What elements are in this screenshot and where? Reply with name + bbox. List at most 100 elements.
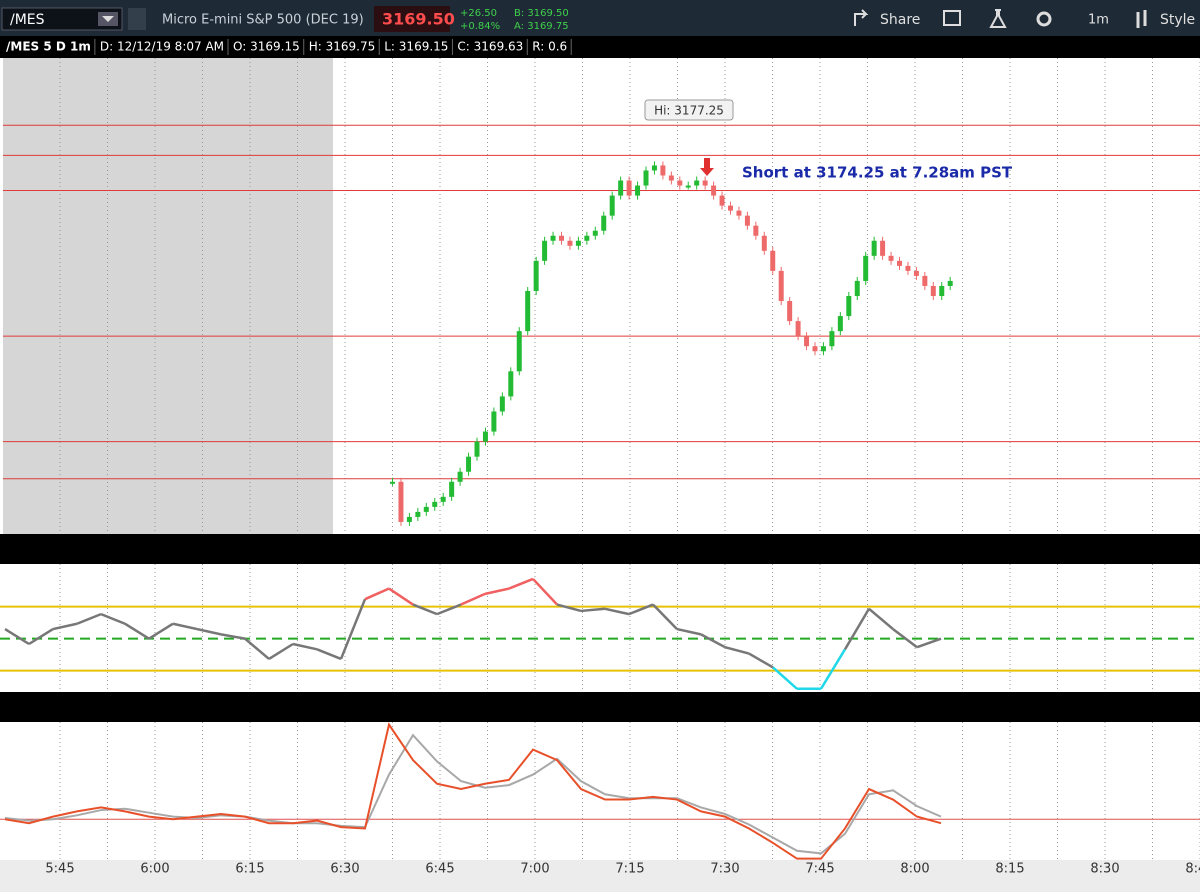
time-label: 5:45 xyxy=(45,862,74,877)
candle xyxy=(744,215,750,226)
oscillator-segment xyxy=(148,622,174,640)
short-arrow xyxy=(700,158,714,176)
candle xyxy=(761,235,767,251)
candle xyxy=(922,275,928,286)
oscillator-segment xyxy=(244,637,270,660)
info-item: L: 3169.15 xyxy=(384,40,448,54)
lab-button[interactable] xyxy=(989,9,1007,28)
candle xyxy=(753,225,759,236)
time-label: 8:30 xyxy=(1090,862,1119,877)
last-price: 3169.50 xyxy=(382,10,455,29)
candle xyxy=(432,501,438,507)
candle xyxy=(711,185,717,196)
interval-button[interactable]: 1m xyxy=(1088,13,1109,28)
candle xyxy=(880,240,886,256)
time-label: 7:30 xyxy=(710,862,739,877)
candle xyxy=(719,195,725,206)
oscillator-segment xyxy=(100,612,126,625)
settings-button[interactable] xyxy=(1036,11,1052,27)
oscillator-line xyxy=(4,722,942,860)
candle xyxy=(406,516,412,522)
candle xyxy=(837,316,843,332)
oscillator-segment xyxy=(628,603,654,616)
candle xyxy=(567,240,573,246)
candle xyxy=(812,346,818,352)
bid: B: 3169.50 xyxy=(514,8,569,19)
candle xyxy=(440,496,446,502)
time-label: 6:15 xyxy=(235,862,264,877)
oscillator-segment xyxy=(676,627,702,636)
share-button[interactable]: Share xyxy=(880,12,920,28)
oscillator-segment xyxy=(339,598,367,660)
oscillator-segment xyxy=(772,666,798,690)
candle xyxy=(466,456,472,472)
panel-separator xyxy=(0,534,1200,564)
trade-note: Short at 3174.25 at 7.28am PST xyxy=(742,164,1013,182)
premarket-shade xyxy=(3,58,333,534)
candle xyxy=(820,346,826,352)
candle xyxy=(897,260,902,266)
candle xyxy=(677,180,683,186)
candle xyxy=(846,296,852,317)
candle xyxy=(592,230,598,236)
oscillator-line xyxy=(4,733,942,855)
share-icon[interactable] xyxy=(854,9,869,26)
oscillator-segment xyxy=(28,628,54,646)
oscillator-segment xyxy=(436,603,462,616)
candle xyxy=(584,235,590,241)
style-button[interactable]: Style xyxy=(1160,12,1195,28)
candle xyxy=(778,270,784,302)
oscillator-segment xyxy=(868,607,894,631)
oscillator-segment xyxy=(172,622,198,631)
oscillator-segment xyxy=(532,578,558,606)
description: Micro E-mini S&P 500 (DEC 19) xyxy=(162,13,364,28)
candle xyxy=(905,265,911,271)
oscillator-segment xyxy=(124,622,150,640)
oscillator-segment xyxy=(580,607,606,613)
candle xyxy=(415,511,421,517)
oscillator-segment xyxy=(916,637,942,649)
candle xyxy=(635,185,641,196)
time-axis xyxy=(0,860,1200,892)
symbol-box[interactable] xyxy=(1,7,123,31)
high-label: Hi: 3177.25 xyxy=(654,104,724,118)
link-button[interactable] xyxy=(128,8,146,30)
study-button[interactable] xyxy=(943,10,961,26)
candle xyxy=(542,240,548,261)
candle xyxy=(728,205,733,211)
candle xyxy=(913,270,919,276)
time-label: 8:45 xyxy=(1185,862,1200,877)
candle xyxy=(736,210,742,216)
candle xyxy=(668,175,674,181)
candle xyxy=(508,371,514,397)
dropdown-arrow xyxy=(102,16,114,22)
oscillator-segment xyxy=(220,633,246,640)
style-icon[interactable] xyxy=(1136,10,1147,28)
candle xyxy=(525,290,531,332)
oscillator-1-panel xyxy=(0,564,1200,692)
candle xyxy=(474,441,480,457)
oscillator-segment xyxy=(76,612,102,625)
time-label: 7:15 xyxy=(615,862,644,877)
time-label: 8:15 xyxy=(995,862,1024,877)
oscillator-segment xyxy=(724,645,750,655)
time-label: 8:00 xyxy=(900,862,929,877)
candle xyxy=(770,250,776,271)
time-label: 7:00 xyxy=(520,862,549,877)
candle xyxy=(854,280,860,296)
change-pct: +0.84% xyxy=(460,21,500,32)
high-label-box xyxy=(644,99,734,121)
candle xyxy=(804,336,810,347)
candle xyxy=(939,285,945,296)
candle xyxy=(694,180,700,186)
candle xyxy=(533,260,539,291)
oscillator-segment xyxy=(196,627,222,636)
candle xyxy=(618,180,624,196)
candle xyxy=(550,235,556,241)
candle xyxy=(601,215,607,231)
candle xyxy=(482,431,488,442)
time-label: 6:30 xyxy=(330,862,359,877)
candle xyxy=(457,471,463,482)
